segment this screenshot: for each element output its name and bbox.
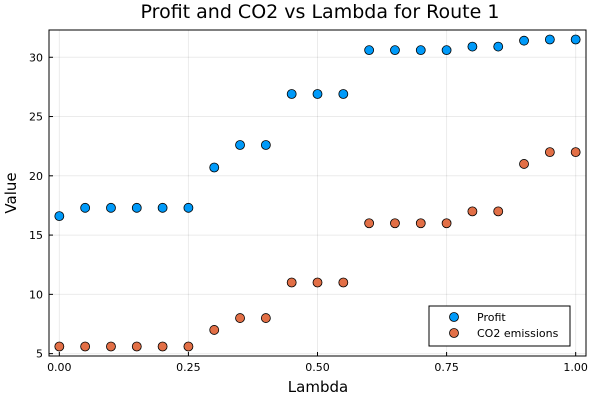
x-tick-label: 0.00 xyxy=(47,361,72,374)
co2-emissions-point xyxy=(519,159,529,169)
data-points xyxy=(54,34,581,352)
profit-point xyxy=(157,202,168,213)
legend: Profit CO2 emissions xyxy=(428,305,571,347)
profit-point xyxy=(338,89,349,99)
profit-point xyxy=(519,35,529,46)
co2-emissions-point xyxy=(544,147,555,158)
profit-point xyxy=(80,202,91,213)
co2-emissions-point xyxy=(235,313,245,323)
co2-emissions-point xyxy=(286,277,297,288)
y-tick-label: 10 xyxy=(29,288,43,301)
plot-frame xyxy=(48,29,587,357)
profit-point xyxy=(235,140,245,150)
co2-emissions-point xyxy=(157,341,168,352)
y-axis-label: Value xyxy=(2,172,20,213)
y-tick-label: 15 xyxy=(29,229,43,242)
co2-emissions-point xyxy=(390,218,400,229)
co2-emissions-point xyxy=(467,206,478,217)
co2-emissions-point xyxy=(209,325,220,335)
legend-label-profit: Profit xyxy=(477,311,506,324)
co2-emissions-point xyxy=(441,218,452,229)
profit-point xyxy=(260,140,271,150)
x-tick-label: 0.50 xyxy=(305,361,330,374)
x-tick-label: 0.75 xyxy=(434,361,459,374)
profit-point xyxy=(415,45,426,56)
co2-emissions-point xyxy=(80,341,91,352)
y-tick-label: 5 xyxy=(36,348,43,361)
profit-point xyxy=(390,45,400,56)
grid-lines xyxy=(49,30,586,356)
chart-title: Profit and CO2 vs Lambda for Route 1 xyxy=(141,1,500,23)
x-tick-label: 0.25 xyxy=(176,361,201,374)
co2-emissions-point xyxy=(260,313,271,323)
axis-ticks: 0.00 0.25 0.50 0.75 1.00 5 10 15 20 25 30 xyxy=(29,51,588,374)
co2-emissions-point xyxy=(183,341,194,352)
y-tick-label: 30 xyxy=(29,51,43,64)
profit-point xyxy=(467,41,478,52)
profit-point xyxy=(106,202,116,213)
legend-label-co2: CO2 emissions xyxy=(477,327,559,340)
profit-point xyxy=(544,34,555,45)
profit-point xyxy=(364,45,375,56)
legend-marker-co2 xyxy=(449,328,459,338)
profit-point xyxy=(209,162,220,173)
profit-point xyxy=(183,202,194,213)
profit-point xyxy=(493,41,504,52)
co2-emissions-point xyxy=(415,218,426,229)
legend-marker-profit xyxy=(449,312,459,322)
co2-emissions-point xyxy=(54,341,65,352)
co2-emissions-point xyxy=(338,277,349,288)
y-tick-label: 25 xyxy=(29,111,43,124)
co2-emissions-point xyxy=(131,341,142,352)
co2-emissions-point xyxy=(493,206,504,217)
co2-emissions-point xyxy=(570,147,581,158)
x-axis-label: Lambda xyxy=(288,378,348,396)
y-tick-label: 20 xyxy=(29,170,43,183)
profit-point xyxy=(441,45,452,56)
profit-point xyxy=(131,202,142,213)
x-tick-label: 1.00 xyxy=(563,361,588,374)
profit-point xyxy=(54,211,65,222)
co2-emissions-point xyxy=(106,341,116,352)
profit-point xyxy=(570,34,581,45)
profit-point xyxy=(286,89,297,99)
co2-emissions-point xyxy=(312,277,323,288)
co2-emissions-point xyxy=(364,218,375,229)
profit-point xyxy=(312,89,323,99)
